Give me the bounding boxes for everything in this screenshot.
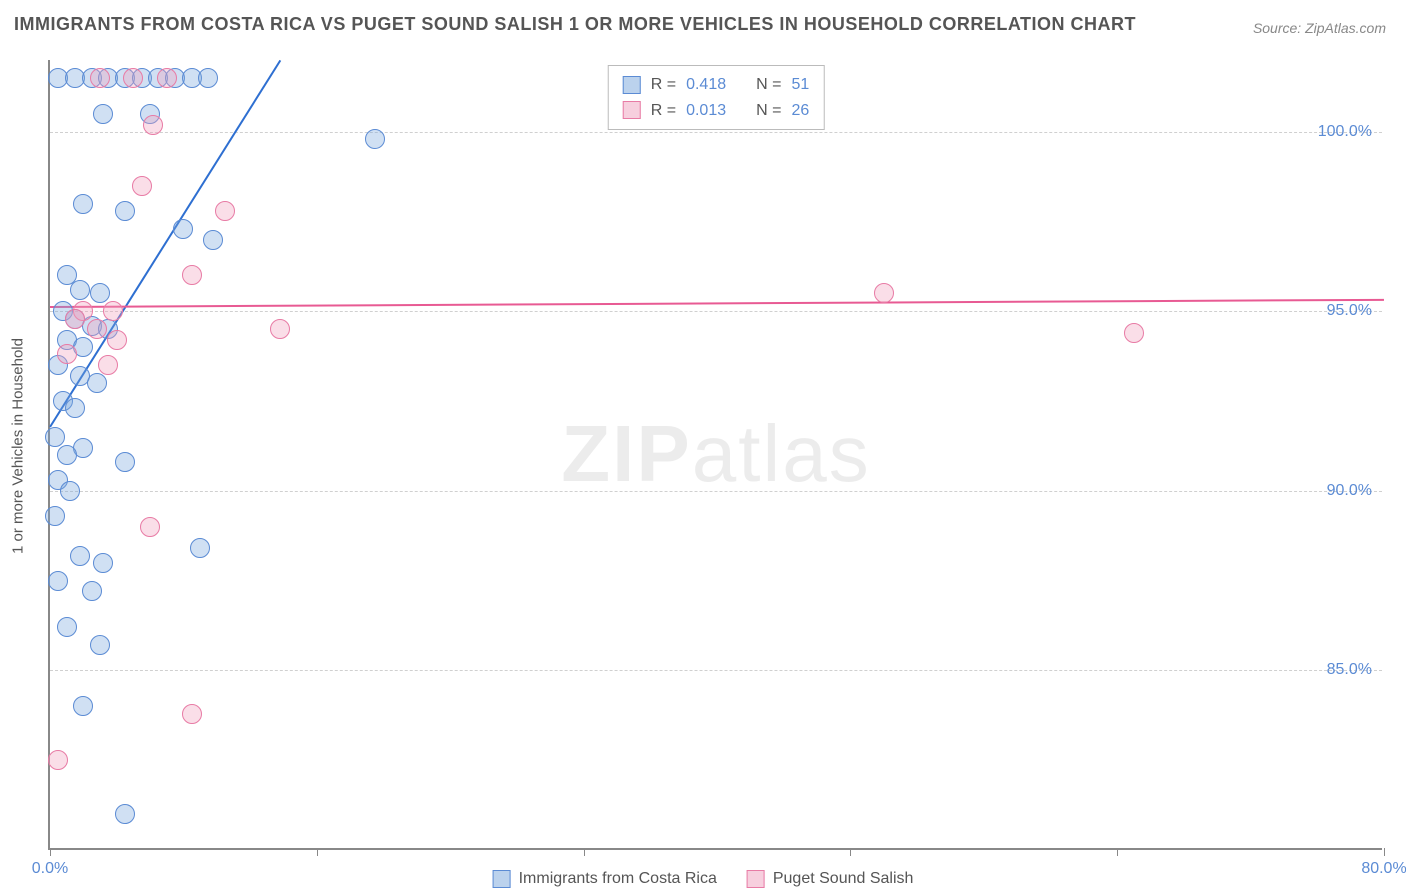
data-point-blue [60,481,80,501]
data-point-blue [82,581,102,601]
data-point-pink [270,319,290,339]
data-point-pink [90,68,110,88]
data-point-pink [98,355,118,375]
legend-n-label: N = [756,98,781,124]
legend-swatch-blue [623,76,641,94]
data-point-blue [57,617,77,637]
data-point-blue [90,635,110,655]
x-tick [317,848,318,856]
watermark-light: atlas [692,409,871,498]
y-tick-label: 85.0% [1327,661,1372,679]
gridline [50,670,1382,671]
legend-n-label: N = [756,72,781,98]
data-point-blue [93,553,113,573]
data-point-blue [73,696,93,716]
chart-title: IMMIGRANTS FROM COSTA RICA VS PUGET SOUN… [14,14,1136,35]
data-point-blue [365,129,385,149]
watermark: ZIPatlas [561,408,870,500]
data-point-blue [57,445,77,465]
data-point-blue [90,283,110,303]
data-point-pink [87,319,107,339]
watermark-bold: ZIP [561,409,691,498]
x-tick [1384,848,1385,856]
data-point-blue [173,219,193,239]
legend-n-value: 51 [791,72,809,98]
legend-r-label: R = [651,98,676,124]
data-point-blue [48,571,68,591]
x-tick [50,848,51,856]
legend-row-pink: R = 0.013 N = 26 [623,98,810,124]
data-point-pink [143,115,163,135]
data-point-blue [115,201,135,221]
data-point-blue [93,104,113,124]
data-point-pink [123,68,143,88]
source-attribution: Source: ZipAtlas.com [1253,20,1386,36]
data-point-blue [198,68,218,88]
trendline-pink [50,299,1384,308]
legend-r-value: 0.013 [686,98,726,124]
data-point-blue [73,194,93,214]
data-point-pink [48,750,68,770]
legend-swatch-blue [493,870,511,888]
legend-row-blue: R = 0.418 N = 51 [623,72,810,98]
chart-container: IMMIGRANTS FROM COSTA RICA VS PUGET SOUN… [0,0,1406,892]
data-point-blue [87,373,107,393]
data-point-pink [215,201,235,221]
gridline [50,132,1382,133]
legend-r-label: R = [651,72,676,98]
legend-swatch-pink [623,101,641,119]
data-point-blue [190,538,210,558]
data-point-pink [57,344,77,364]
series-legend: Immigrants from Costa Rica Puget Sound S… [493,870,914,888]
x-tick [850,848,851,856]
y-tick-label: 90.0% [1327,482,1372,500]
data-point-blue [70,546,90,566]
y-tick-label: 100.0% [1318,123,1372,141]
data-point-pink [140,517,160,537]
series-legend-item-blue: Immigrants from Costa Rica [493,870,717,888]
data-point-blue [203,230,223,250]
data-point-blue [45,506,65,526]
data-point-pink [182,704,202,724]
legend-n-value: 26 [791,98,809,124]
x-tick [1117,848,1118,856]
y-axis-label: 1 or more Vehicles in Household [10,338,27,554]
y-tick-label: 95.0% [1327,302,1372,320]
gridline [50,311,1382,312]
data-point-pink [874,283,894,303]
data-point-pink [103,301,123,321]
data-point-pink [132,176,152,196]
data-point-blue [115,452,135,472]
data-point-pink [1124,323,1144,343]
data-point-pink [65,309,85,329]
series-legend-item-pink: Puget Sound Salish [747,870,914,888]
series-label: Immigrants from Costa Rica [519,870,717,888]
data-point-pink [157,68,177,88]
x-tick [584,848,585,856]
data-point-pink [182,265,202,285]
series-label: Puget Sound Salish [773,870,914,888]
data-point-blue [45,427,65,447]
data-point-blue [65,398,85,418]
legend-swatch-pink [747,870,765,888]
data-point-blue [70,280,90,300]
x-tick-label: 0.0% [32,860,68,878]
correlation-legend: R = 0.418 N = 51 R = 0.013 N = 26 [608,65,825,130]
gridline [50,491,1382,492]
plot-area: ZIPatlas R = 0.418 N = 51 R = 0.013 N = … [48,60,1382,850]
data-point-pink [107,330,127,350]
x-tick-label: 80.0% [1361,860,1406,878]
data-point-blue [115,804,135,824]
legend-r-value: 0.418 [686,72,726,98]
